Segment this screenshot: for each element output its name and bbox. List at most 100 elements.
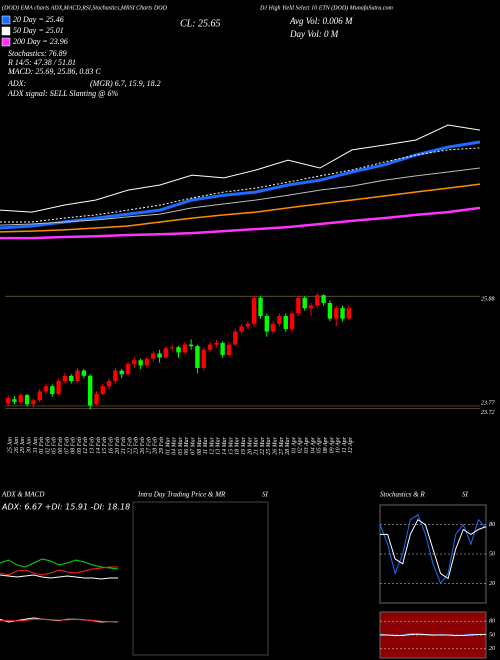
x-tick-label: 18 Mar: [235, 436, 241, 454]
x-tick-label: 13 Feb: [90, 437, 96, 454]
x-tick-label: 08 Mar: [197, 436, 203, 454]
candle-body: [12, 399, 17, 402]
candle-body: [296, 297, 301, 314]
x-tick-label: 29 Feb: [159, 437, 165, 454]
candle-body: [283, 316, 288, 329]
x-tick-label: 08 Feb: [71, 437, 77, 454]
candle-body: [100, 386, 105, 394]
price-level-label: 25.88: [481, 297, 495, 303]
candle-body: [270, 323, 276, 332]
candle-body: [315, 295, 320, 306]
x-tick-label: 28 Feb: [153, 437, 159, 454]
candle-body: [188, 344, 194, 347]
intraday-title: Intra Day Trading Price & MR: [137, 491, 226, 499]
candle-body: [233, 331, 238, 345]
candle-body: [62, 375, 68, 381]
adx-panel-title: ADX & MACD: [1, 491, 44, 499]
y-tick-label: 20: [489, 581, 495, 587]
candle-body: [201, 349, 206, 368]
candle-body: [69, 375, 74, 381]
candle-body: [138, 360, 143, 366]
y-tick-label: 80: [489, 619, 495, 625]
close-price: CL: 25.65: [180, 18, 221, 29]
adx-signal: ADX signal: SELL Slanting @ 6%: [7, 89, 118, 98]
candle-body: [289, 313, 295, 329]
x-tick-label: 01 Feb: [39, 437, 45, 454]
candle-body: [277, 316, 282, 324]
x-tick-label: 21 Mar: [254, 436, 260, 454]
x-tick-label: 10 Apr: [336, 436, 342, 453]
x-tick-label: 23 Feb: [134, 437, 140, 454]
candle-body: [321, 295, 326, 303]
macd-stat: MACD: 25.69, 25.86, 0.83 C: [7, 67, 101, 76]
x-tick-label: 27 Feb: [146, 437, 152, 454]
x-tick-label: 04 Apr: [309, 436, 316, 453]
candle-body: [334, 308, 339, 319]
series-line: [0, 124, 481, 213]
x-tick-label: 26 Mar: [273, 436, 279, 454]
x-tick-label: 07 Feb: [64, 437, 70, 454]
x-tick-label: 09 Apr: [329, 436, 335, 453]
x-tick-label: 02 Feb: [45, 437, 51, 454]
x-tick-label: 13 Mar: [216, 436, 222, 454]
x-tick-label: 16 Feb: [108, 437, 114, 454]
stoch-title-suffix: SI: [462, 491, 469, 499]
legend-swatch: [1, 37, 11, 47]
x-tick-label: 09 Feb: [77, 437, 83, 454]
avg-volume: Avg Vol: 0.006 M: [289, 16, 353, 26]
x-tick-label: 26 Feb: [140, 437, 146, 454]
x-tick-label: 20 Mar: [247, 436, 253, 454]
x-tick-label: 11 Mar: [203, 436, 209, 454]
candle-body: [50, 386, 55, 394]
adx-values: (MGR) 6.7, 15.9, 18.2: [90, 79, 161, 88]
y-tick-label: 80: [489, 522, 495, 528]
candle-body: [163, 348, 169, 358]
candle-body: [31, 400, 36, 405]
candle-body: [327, 303, 333, 319]
x-tick-label: 26 Jan: [14, 437, 20, 453]
candle-body: [169, 347, 175, 349]
candle-body: [245, 323, 251, 327]
candle-body: [43, 386, 49, 392]
x-tick-label: 03 Apr: [304, 436, 310, 453]
candle-body: [308, 305, 314, 309]
adx-panel-subtitle: ADX: 6.67 +DI: 15.91 -DI: 18.18: [1, 503, 130, 512]
candle-body: [340, 308, 345, 319]
x-tick-label: 05 Feb: [52, 437, 58, 454]
x-tick-label: 05 Apr: [317, 436, 323, 453]
candle-body: [75, 370, 80, 381]
x-tick-label: 14 Feb: [95, 437, 102, 454]
x-tick-label: 07 Mar: [190, 436, 196, 454]
series-line: [0, 574, 118, 580]
x-tick-label: 19 Mar: [241, 436, 247, 454]
candle-body: [214, 343, 219, 345]
candle-body: [220, 343, 225, 355]
x-tick-label: 30 Jan: [26, 437, 32, 454]
candle-body: [119, 370, 124, 375]
x-tick-label: 22 Mar: [260, 436, 266, 454]
legend-swatch: [1, 15, 11, 25]
series-line: [0, 558, 119, 570]
series-line: [0, 206, 481, 240]
candle-body: [5, 398, 11, 404]
x-tick-label: 12 Mar: [209, 436, 215, 454]
day-volume: Day Vol: 0 M: [289, 29, 339, 39]
y-tick-label: 50: [489, 632, 495, 638]
x-tick-label: 01 Mar: [165, 436, 171, 454]
stoch-title: Stochastics & R: [380, 491, 425, 499]
candle-body: [302, 297, 307, 309]
price-level-label: 23.72: [481, 410, 495, 416]
intraday-title-suffix: SI: [262, 491, 269, 499]
candle-body: [182, 344, 188, 353]
x-tick-label: 15 Feb: [102, 437, 108, 454]
candle-body: [37, 391, 42, 401]
adx-subtitle-box: [0, 500, 118, 514]
y-tick-label: 50: [489, 551, 495, 557]
candle-body: [132, 360, 137, 364]
x-tick-label: 05 Mar: [178, 436, 184, 454]
x-tick-label: 11 Apr: [342, 436, 348, 453]
adx-label: ADX:: [7, 79, 27, 88]
candle-body: [264, 316, 270, 332]
candle-body: [258, 297, 263, 316]
